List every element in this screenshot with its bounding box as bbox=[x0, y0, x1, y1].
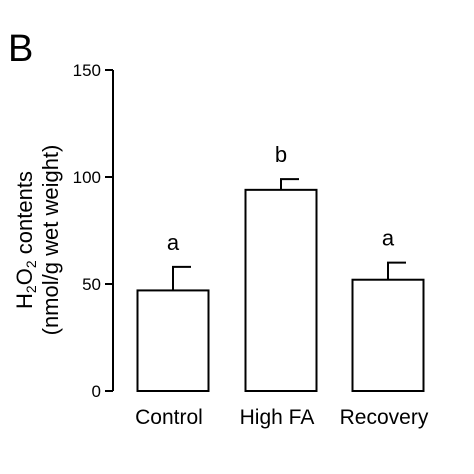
y-tick-label: 150 bbox=[73, 61, 101, 80]
bar bbox=[136, 289, 210, 393]
x-tick-label: Recovery bbox=[340, 406, 429, 429]
significance-letter: a bbox=[382, 226, 395, 251]
x-tick-label: Control bbox=[135, 406, 203, 429]
panel-label: B bbox=[8, 28, 34, 70]
x-tick-label: High FA bbox=[240, 406, 315, 429]
significance-letter: b bbox=[275, 142, 287, 167]
bar bbox=[351, 278, 425, 392]
y-tick-label: 0 bbox=[92, 382, 101, 401]
y-tick-label: 50 bbox=[82, 275, 101, 294]
y-tick-label: 100 bbox=[73, 168, 101, 187]
significance-letter: a bbox=[167, 230, 180, 255]
bar bbox=[244, 188, 318, 392]
